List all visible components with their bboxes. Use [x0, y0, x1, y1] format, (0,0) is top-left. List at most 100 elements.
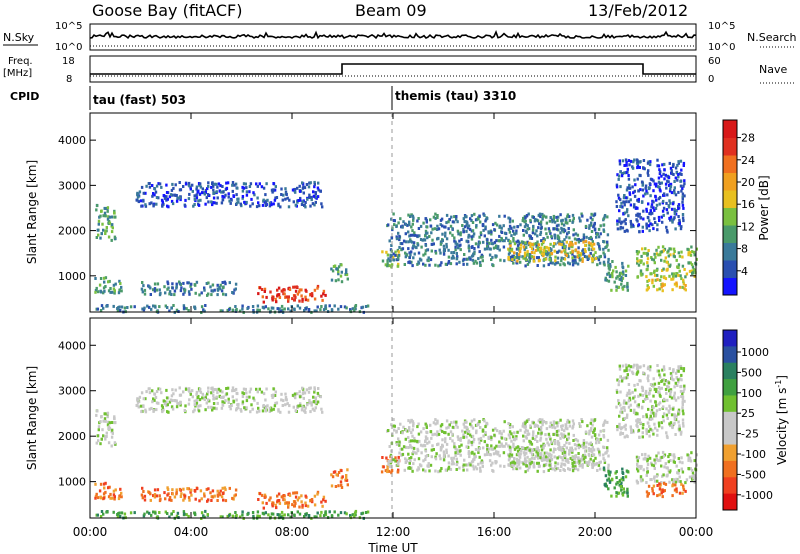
power-cell [419, 238, 423, 241]
velocity-cell [598, 467, 602, 471]
power-cell [301, 186, 305, 190]
velocity-cell [142, 397, 145, 401]
power-cell [529, 218, 532, 222]
velocity-cell [522, 422, 525, 426]
velocity-cell [576, 468, 580, 472]
velocity-cell [542, 445, 545, 449]
power-cell [616, 222, 619, 226]
velocity-cell [236, 392, 239, 396]
velocity-cell [497, 450, 500, 454]
power-cell [652, 227, 655, 231]
velocity-colorbar-swatch [723, 477, 737, 495]
beam-title: Beam 09 [355, 1, 427, 20]
velocity-cell [660, 464, 663, 468]
power-cell [665, 225, 668, 229]
power-cell [453, 215, 456, 219]
power-cell [467, 233, 470, 237]
power-cell [672, 272, 676, 276]
velocity-cell [564, 423, 567, 427]
velocity-cell [482, 434, 485, 438]
power-cell [598, 261, 602, 265]
velocity-cell [513, 463, 516, 467]
velocity-cell [524, 447, 527, 450]
velocity-cell [538, 418, 542, 422]
power-cell [251, 305, 255, 308]
power-cell [296, 292, 299, 296]
power-cell [678, 254, 682, 258]
velocity-cell [158, 387, 162, 391]
velocity-cell [664, 379, 667, 383]
power-cell [624, 222, 627, 226]
velocity-cell [507, 444, 510, 448]
velocity-cell [581, 465, 584, 469]
power-cell [300, 288, 303, 292]
power-cell [165, 183, 168, 187]
power-cell [540, 246, 543, 250]
velocity-cell [649, 383, 653, 386]
velocity-cell [191, 395, 194, 399]
power-cell [221, 185, 224, 188]
power-cell [660, 174, 663, 178]
velocity-cell [577, 446, 581, 450]
power-cell [681, 195, 684, 199]
velocity-cell [425, 437, 428, 441]
power-cell [674, 176, 677, 180]
power-cell [624, 158, 628, 162]
power-colorbar-tick-label: 16 [741, 198, 755, 211]
power-cell [287, 307, 290, 311]
power-cell [677, 273, 680, 277]
power-cell [595, 235, 598, 239]
power-cell [219, 184, 222, 188]
velocity-cell [309, 410, 312, 414]
power-cell [412, 216, 415, 220]
velocity-cell [172, 392, 175, 396]
velocity-cell [316, 492, 319, 496]
velocity-cell [654, 400, 657, 404]
power-cell [322, 292, 325, 296]
velocity-cell [201, 392, 204, 396]
velocity-cell [410, 456, 413, 460]
velocity-cell [673, 391, 676, 395]
power-cell [286, 196, 289, 200]
velocity-cell [645, 490, 649, 494]
velocity-cell [560, 456, 563, 460]
power-cell [227, 195, 230, 199]
velocity-cell [658, 482, 661, 486]
velocity-cell [636, 365, 639, 369]
power-cell [611, 260, 614, 263]
velocity-cell [484, 431, 487, 435]
velocity-cell [339, 480, 343, 484]
velocity-cell [588, 449, 591, 453]
power-cell [509, 244, 512, 248]
power-cell [617, 174, 621, 178]
power-cell [553, 227, 557, 231]
velocity-cell [203, 398, 206, 401]
velocity-cell [653, 414, 656, 418]
velocity-cell [306, 403, 309, 407]
nave-label: Nave [759, 63, 787, 76]
power-cell [389, 254, 392, 258]
velocity-cell [483, 419, 486, 423]
velocity-cell [301, 505, 304, 509]
power-cell [518, 250, 522, 254]
velocity-cell [642, 457, 645, 461]
velocity-cell [219, 389, 222, 393]
power-cell [565, 235, 568, 239]
power-cell [452, 256, 455, 260]
velocity-cell [116, 514, 120, 518]
velocity-cell [688, 475, 692, 479]
power-cell [508, 217, 512, 221]
power-cell [646, 257, 650, 261]
velocity-cell [545, 421, 548, 425]
velocity-cell [597, 440, 601, 444]
power-cell [663, 162, 666, 166]
velocity-cell [530, 452, 534, 456]
velocity-cell [221, 403, 225, 407]
power-cell [296, 186, 299, 190]
velocity-cell [547, 443, 551, 447]
velocity-cell [509, 450, 512, 453]
velocity-cell [113, 417, 116, 421]
velocity-cell [492, 452, 496, 456]
power-cell [99, 309, 103, 312]
velocity-cell [207, 487, 210, 491]
